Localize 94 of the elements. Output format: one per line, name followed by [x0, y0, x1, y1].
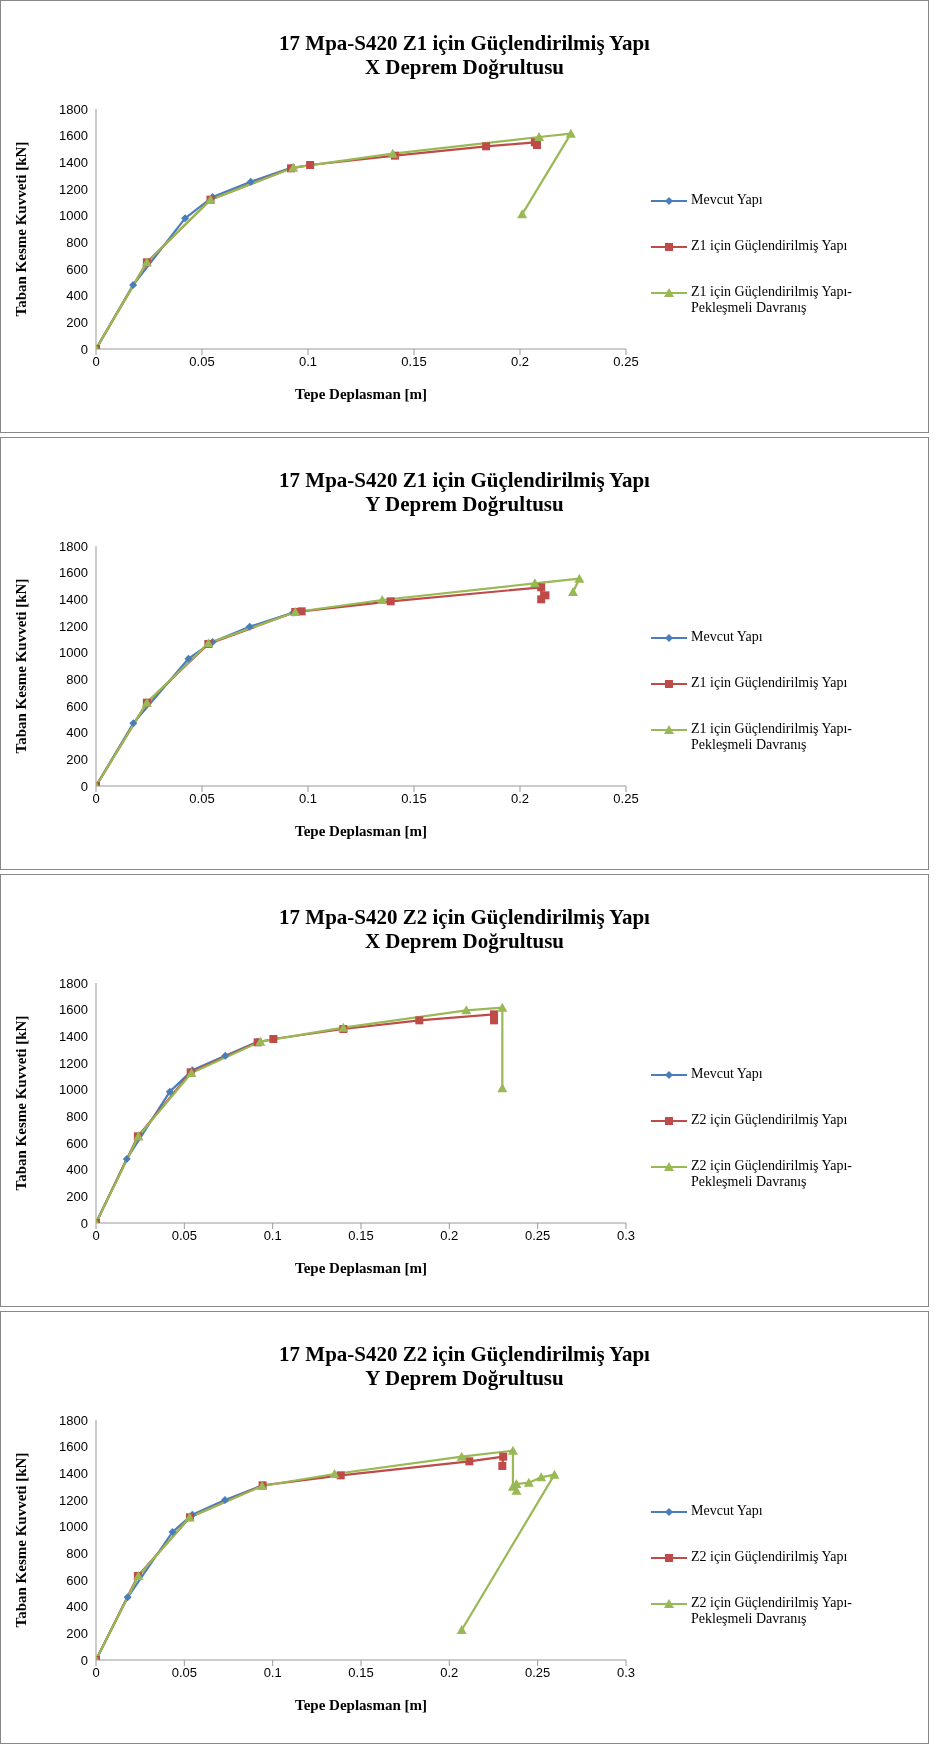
x-tick-label: 0 — [92, 791, 100, 807]
x-tick-label: 0.15 — [348, 1228, 374, 1244]
x-axis-title: Tepe Deplasman [m] — [295, 386, 427, 402]
y-tick-label: 1800 — [59, 1412, 88, 1428]
y-tick-label: 600 — [66, 261, 88, 277]
y-tick-label: 0 — [80, 778, 88, 794]
legend-label: Z2 için Güçlendirilmiş Yapı-Pekleşmeli Davranış — [691, 1158, 853, 1190]
y-tick-label: 1600 — [59, 128, 88, 144]
y-tick-label: 600 — [66, 698, 88, 714]
x-tick-label: 0.1 — [298, 791, 318, 807]
y-tick-label: 1800 — [59, 975, 88, 991]
x-tick-label: 0.3 — [616, 1228, 636, 1244]
x-tick-label: 0 — [92, 1665, 100, 1681]
legend-label: Z2 için Güçlendirilmiş Yapı — [691, 1549, 848, 1565]
y-tick-label: 1200 — [59, 181, 88, 197]
x-tick-label: 0.1 — [263, 1665, 282, 1681]
y-tick-label: 200 — [66, 314, 88, 330]
y-tick-label: 800 — [66, 671, 88, 687]
x-tick-label: 0.05 — [189, 791, 215, 807]
chart-subtitle: X Deprem Doğrultusu — [363, 929, 566, 953]
x-tick-label: 0.25 — [525, 1665, 551, 1681]
x-tick-label: 0.2 — [440, 1228, 459, 1244]
y-tick-label: 200 — [66, 1625, 88, 1641]
y-tick-label: 600 — [66, 1572, 88, 1588]
y-tick-label: 1000 — [59, 208, 88, 224]
chart-title: 17 Mpa-S420 Z2 için Güçlendirilmiş Yapı — [278, 1342, 651, 1366]
legend-label: Mevcut Yapı — [691, 192, 763, 208]
x-tick-label: 0 — [92, 354, 100, 370]
y-tick-label: 1800 — [59, 538, 88, 554]
legend-label: Z2 için Güçlendirilmiş Yapı — [691, 1112, 848, 1128]
chart-title: 17 Mpa-S420 Z1 için Güçlendirilmiş Yapı — [278, 31, 651, 55]
y-tick-label: 1000 — [59, 1519, 88, 1535]
x-tick-label: 0.1 — [263, 1228, 282, 1244]
y-axis-title: Taban Kesme Kuvveti [kN] — [13, 141, 30, 317]
y-tick-label: 1000 — [59, 645, 88, 661]
y-tick-label: 400 — [66, 1162, 88, 1178]
x-axis-title: Tepe Deplasman [m] — [295, 823, 427, 839]
y-tick-label: 0 — [80, 1215, 88, 1231]
y-tick-label: 200 — [66, 751, 88, 767]
x-tick-label: 0.05 — [171, 1228, 197, 1244]
y-tick-label: 1200 — [59, 1055, 88, 1071]
y-tick-label: 1400 — [59, 591, 88, 607]
y-tick-label: 800 — [66, 1545, 88, 1561]
legend-label: Z1 için Güçlendirilmiş Yapı — [691, 675, 848, 691]
y-tick-label: 0 — [80, 341, 88, 357]
x-tick-label: 0.15 — [348, 1665, 374, 1681]
chart-subtitle: Y Deprem Doğrultusu — [364, 492, 565, 516]
y-axis-title: Taban Kesme Kuvveti [kN] — [13, 1452, 30, 1628]
x-tick-label: 0.25 — [525, 1228, 551, 1244]
x-tick-label: 0.05 — [189, 354, 215, 370]
y-tick-label: 200 — [66, 1188, 88, 1204]
x-axis-title: Tepe Deplasman [m] — [295, 1697, 427, 1713]
y-tick-label: 800 — [66, 1108, 88, 1124]
y-tick-label: 1400 — [59, 1028, 88, 1044]
chart-subtitle: X Deprem Doğrultusu — [363, 55, 566, 79]
chart-title: 17 Mpa-S420 Z1 için Güçlendirilmiş Yapı — [278, 468, 651, 492]
y-tick-label: 0 — [80, 1652, 88, 1668]
y-tick-label: 1400 — [59, 1465, 88, 1481]
y-tick-label: 400 — [66, 1599, 88, 1615]
y-tick-label: 1600 — [59, 565, 88, 581]
y-tick-label: 800 — [66, 234, 88, 250]
y-axis-title: Taban Kesme Kuvveti [kN] — [13, 1015, 30, 1191]
x-tick-label: 0.15 — [401, 354, 427, 370]
y-tick-label: 1800 — [59, 101, 88, 117]
y-tick-label: 400 — [66, 288, 88, 304]
x-tick-label: 0.3 — [616, 1665, 636, 1681]
x-tick-label: 0.2 — [440, 1665, 459, 1681]
y-tick-label: 1600 — [59, 1002, 88, 1018]
x-tick-label: 0 — [92, 1228, 100, 1244]
legend-label: Z1 için Güçlendirilmiş Yapı — [691, 238, 848, 254]
y-tick-label: 1000 — [59, 1082, 88, 1098]
x-tick-label: 0.25 — [613, 791, 639, 807]
x-axis-title: Tepe Deplasman [m] — [295, 1260, 427, 1276]
y-tick-label: 1600 — [59, 1439, 88, 1455]
x-tick-label: 0.1 — [298, 354, 318, 370]
y-tick-label: 400 — [66, 725, 88, 741]
x-tick-label: 0.2 — [510, 354, 530, 370]
legend-label: Z2 için Güçlendirilmiş Yapı-Pekleşmeli Davranış — [691, 1595, 853, 1627]
y-tick-label: 600 — [66, 1135, 88, 1151]
x-tick-label: 0.05 — [171, 1665, 197, 1681]
legend-label: Z1 için Güçlendirilmiş Yapı-Pekleşmeli Davranış — [691, 721, 853, 753]
legend-label: Mevcut Yapı — [691, 1066, 763, 1082]
x-tick-label: 0.15 — [401, 791, 427, 807]
legend-label: Mevcut Yapı — [691, 1503, 763, 1519]
legend-label: Z1 için Güçlendirilmiş Yapı-Pekleşmeli Davranış — [691, 284, 853, 316]
chart-title: 17 Mpa-S420 Z2 için Güçlendirilmiş Yapı — [278, 905, 651, 929]
y-tick-label: 1400 — [59, 154, 88, 170]
x-tick-label: 0.25 — [613, 354, 639, 370]
y-tick-label: 1200 — [59, 618, 88, 634]
y-axis-title: Taban Kesme Kuvveti [kN] — [13, 578, 30, 754]
y-tick-label: 1200 — [59, 1492, 88, 1508]
x-tick-label: 0.2 — [510, 791, 530, 807]
legend-label: Mevcut Yapı — [691, 629, 763, 645]
chart-subtitle: Y Deprem Doğrultusu — [364, 1366, 565, 1390]
